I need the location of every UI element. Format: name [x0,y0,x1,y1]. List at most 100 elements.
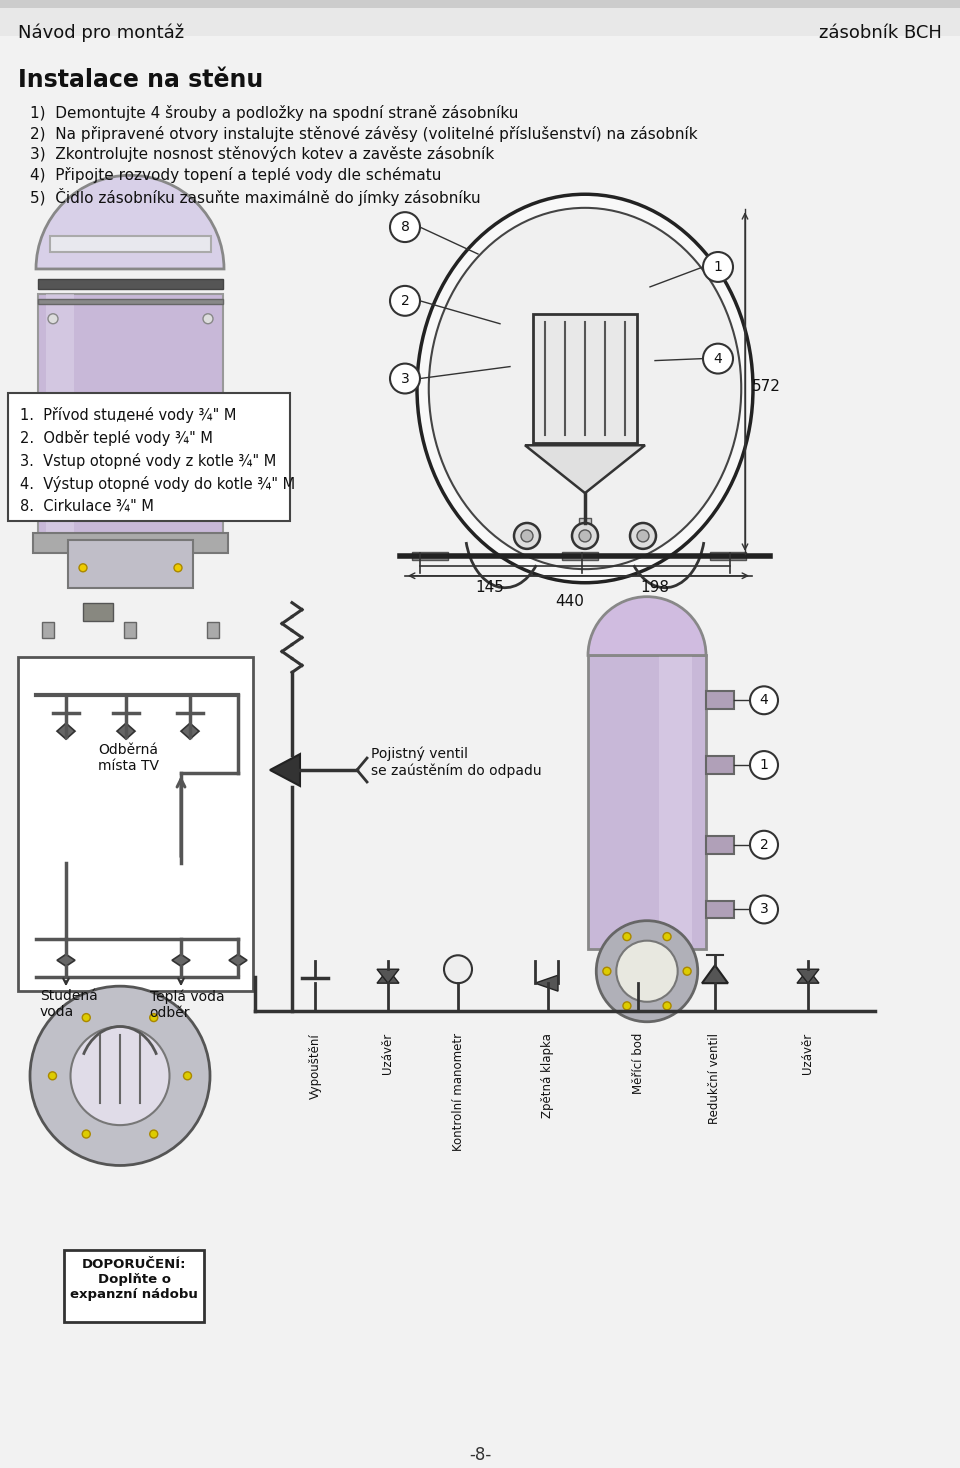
Circle shape [83,1130,90,1138]
Bar [412,552,448,559]
Text: 2: 2 [759,838,768,851]
Polygon shape [117,724,135,738]
Text: Měřící bod: Měřící bod [632,1033,644,1094]
Bar [68,540,193,587]
Text: 145: 145 [475,580,504,595]
Circle shape [83,1013,90,1022]
Circle shape [390,364,420,393]
Bar [706,691,734,709]
Text: 2.  Odběr teplé vody ¾" M: 2. Odběr teplé vody ¾" M [20,430,213,446]
Circle shape [684,967,691,975]
Bar [588,655,706,950]
Circle shape [521,530,533,542]
Text: 572: 572 [752,379,780,393]
Bar [579,518,591,528]
Bar [0,0,960,35]
Text: Teplá voda
odběr: Teplá voda odběr [150,989,225,1020]
Circle shape [49,1072,57,1080]
Polygon shape [57,724,75,738]
Circle shape [616,941,678,1001]
Polygon shape [525,445,645,493]
Text: Návod pro montáž: Návod pro montáž [18,23,184,43]
Text: -8-: -8- [468,1446,492,1465]
Bar [706,900,734,919]
Bar [659,655,692,950]
Bar [38,279,223,289]
Bar [207,621,219,637]
Circle shape [79,564,87,571]
Text: DOPORUČENÍ:
Doplňte o
expanzní nádobu: DOPORUČENÍ: Doplňte o expanzní nádobu [70,1258,198,1301]
Text: 1)  Demontujte 4 šrouby a podložky na spodní straně zásobníku: 1) Demontujte 4 šrouby a podložky na spo… [30,104,518,120]
Bar [706,756,734,774]
Bar [83,603,113,621]
Text: Vypouštění: Vypouštění [308,1033,322,1098]
Circle shape [150,1130,157,1138]
Text: Uzávěr: Uzávěr [802,1033,814,1075]
Polygon shape [377,969,399,984]
Text: 1.  Přívod stuденé vody ¾" M: 1. Přívod stuденé vody ¾" M [20,408,236,423]
Text: 1: 1 [713,260,723,275]
Text: 2: 2 [400,294,409,308]
Bar [42,621,54,637]
Text: 2)  Na připravené otvory instalujte stěnové závěsy (volitelné příslušenství) na : 2) Na připravené otvory instalujte stěno… [30,125,698,141]
Bar [50,236,211,252]
Polygon shape [181,724,199,738]
Circle shape [750,831,778,859]
Circle shape [637,530,649,542]
Circle shape [663,1001,671,1010]
Polygon shape [797,969,819,984]
Circle shape [70,1026,170,1124]
Circle shape [623,932,631,941]
Circle shape [48,314,58,324]
Circle shape [174,564,182,571]
Text: 3: 3 [759,903,768,916]
Circle shape [750,752,778,780]
Circle shape [663,932,671,941]
Circle shape [30,986,210,1166]
Text: Uzávěr: Uzávěr [381,1033,395,1075]
Bar [33,533,228,553]
Bar [533,314,637,443]
Bar [124,621,136,637]
Text: 3: 3 [400,371,409,386]
Text: Instalace na stěnu: Instalace na stěnu [18,68,263,91]
Bar [710,552,746,559]
Text: Odběrná
místa TV: Odběrná místa TV [98,743,159,774]
Polygon shape [797,969,819,984]
Polygon shape [702,966,728,984]
Bar [46,294,74,543]
Ellipse shape [417,194,753,583]
Text: 4: 4 [713,352,722,366]
Bar [706,835,734,854]
Text: 4.  Výstup otopné vody do kotle ¾" M: 4. Výstup otopné vody do kotle ¾" M [20,476,295,492]
Circle shape [623,1001,631,1010]
Circle shape [390,286,420,316]
Text: 5)  Čidlo zásobníku zasuňte maximálně do jímky zásobníku: 5) Čidlo zásobníku zasuňte maximálně do … [30,188,481,207]
Bar [0,0,960,7]
Text: 8.  Cirkulace ¾" M: 8. Cirkulace ¾" M [20,499,154,514]
Circle shape [750,687,778,715]
Circle shape [579,530,591,542]
Circle shape [183,1072,191,1080]
Text: Kontrolní manometr: Kontrolní manometr [451,1033,465,1151]
Circle shape [203,314,213,324]
Circle shape [703,344,733,373]
Polygon shape [535,975,558,991]
Text: 4: 4 [759,693,768,708]
Circle shape [750,895,778,923]
Text: Pojistný ventil
se zaústěním do odpadu: Pojistný ventil se zaústěním do odpadu [371,746,541,778]
Circle shape [603,967,611,975]
Text: 198: 198 [640,580,669,595]
Circle shape [630,523,656,549]
Polygon shape [270,755,300,785]
Circle shape [633,972,643,981]
Bar [562,552,598,559]
Circle shape [572,523,598,549]
Text: 3.  Vstup otopné vody z kotle ¾" M: 3. Vstup otopné vody z kotle ¾" M [20,454,276,470]
Bar [18,658,253,991]
Bar [8,393,290,521]
Text: 3)  Zkontrolujte nosnost stěnových kotev a zavěste zásobník: 3) Zkontrolujte nosnost stěnových kotev … [30,147,494,163]
Text: 440: 440 [556,593,585,609]
Circle shape [444,956,472,984]
Polygon shape [377,969,399,984]
